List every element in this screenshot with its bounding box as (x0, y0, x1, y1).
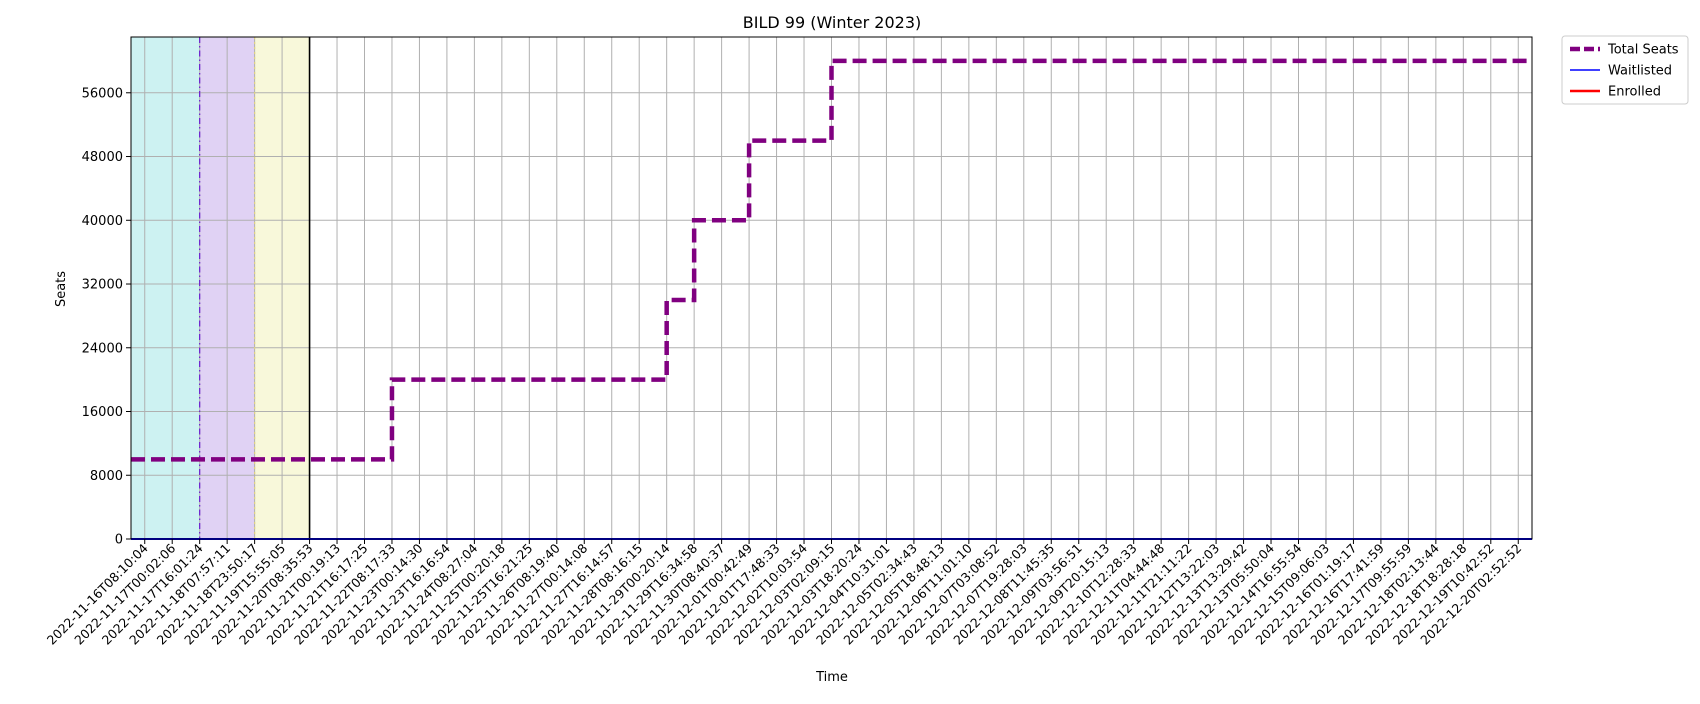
legend-label-enrolled: Enrolled (1608, 85, 1661, 100)
y-tick-label: 0 (115, 533, 123, 548)
x-axis-ticks: 2022-11-16T08:10:042022-11-17T00:02:0620… (44, 539, 1524, 648)
legend: Total Seats Waitlisted Enrolled (1561, 35, 1689, 105)
y-tick-label: 8000 (90, 469, 123, 484)
shaded-regions (131, 37, 310, 539)
legend-label-total-seats: Total Seats (1607, 43, 1679, 58)
y-axis-label: Seats (54, 271, 69, 307)
y-tick-label: 32000 (82, 278, 123, 293)
y-axis-ticks: 0 8000 16000 24000 32000 40000 48000 56000 (82, 86, 131, 548)
x-axis-label: Time (815, 670, 848, 685)
chart-title: BILD 99 (Winter 2023) (743, 13, 922, 32)
y-tick-label: 56000 (82, 86, 123, 101)
legend-label-waitlisted: Waitlisted (1608, 64, 1672, 79)
vertical-markers (199, 37, 311, 539)
y-tick-label: 48000 (82, 150, 123, 165)
y-tick-label: 24000 (82, 341, 123, 356)
series-line-total-seats (131, 58, 1532, 462)
legend-box (1561, 35, 1689, 105)
shaded-region (131, 37, 200, 539)
y-tick-label: 16000 (82, 405, 123, 420)
y-tick-label: 40000 (82, 214, 123, 229)
